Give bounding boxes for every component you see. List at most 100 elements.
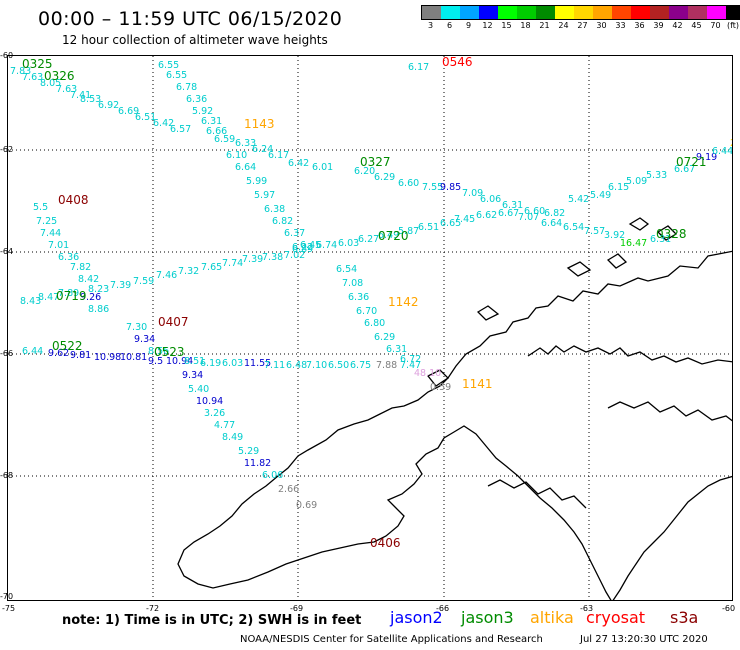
wave-height-value: 5.42 <box>568 194 589 205</box>
graticule <box>8 56 732 600</box>
wave-height-value: 6.69 <box>118 106 139 117</box>
colorbar-tick-label: 9 <box>465 21 472 30</box>
colorbar-tick-label: 27 <box>577 21 588 30</box>
wave-height-value: 6.33 <box>235 138 256 149</box>
pass-time-label: 0326 <box>44 69 75 83</box>
wave-height-value: 6.60 <box>398 178 419 189</box>
wave-height-value: 6.17 <box>408 62 429 73</box>
wave-height-value: 6.42 <box>153 118 174 129</box>
lat-label: -66 <box>0 349 14 358</box>
wave-height-value: 7.25 <box>36 216 57 227</box>
wave-height-value: 10.94 <box>166 356 193 367</box>
pass-time-label: 0523 <box>154 345 185 359</box>
colorbar-tick-label: 6 <box>446 21 453 30</box>
colorbar-swatch <box>631 6 650 19</box>
generation-timestamp: Jul 27 13:20:30 UTC 2020 <box>580 634 708 645</box>
wave-height-value: 7.44 <box>40 228 61 239</box>
legend-cryosat: cryosat <box>586 608 646 627</box>
wave-height-value: 6.92 <box>98 100 119 111</box>
pass-time-label: 1141 <box>462 377 493 391</box>
wave-height-value: 6.55 <box>158 60 179 71</box>
wave-height-value: 7.46 <box>156 270 177 281</box>
wave-height-value: 6.31 <box>650 234 671 245</box>
wave-height-value: 6.10 <box>226 150 247 161</box>
colorbar-swatch <box>555 6 574 19</box>
wave-height-value: 6.74 <box>316 240 337 251</box>
wave-height-value: 6.03 <box>338 238 359 249</box>
map-subtitle: 12 hour collection of altimeter wave hei… <box>62 33 328 47</box>
wave-height-value: 6.19 <box>200 358 221 369</box>
wave-height-value: 7.38 <box>262 252 283 263</box>
wave-height-value: 6.45 <box>300 240 321 251</box>
map-title: 00:00 – 11:59 UTC 06/15/2020 <box>38 8 343 30</box>
wave-height-value: 6.36 <box>348 292 369 303</box>
wave-height-value: 7.39 <box>110 280 131 291</box>
wave-height-value: 7.30 <box>126 322 147 333</box>
colorbar-tick-label: 12 <box>482 21 493 30</box>
lon-label: -63 <box>580 604 594 613</box>
wave-height-layer: 7.837.638.057.637.418.536.926.696.516.42… <box>10 60 733 511</box>
pass-time-label: 0719 <box>56 289 87 303</box>
wave-height-value: 7.11 <box>264 360 285 371</box>
wave-height-value: 11.82 <box>244 458 271 469</box>
colorbar-tick-label: 36 <box>634 21 645 30</box>
pass-time-label: 0720 <box>378 229 409 243</box>
colorbar-tick-label: 18 <box>520 21 531 30</box>
wave-height-value: 6.22 <box>292 242 313 253</box>
pass-time-label: 1142 <box>388 295 419 309</box>
wave-height-value: 6.82 <box>544 208 565 219</box>
legend-jason2: jason2 <box>390 608 443 627</box>
wave-height-value: 6.67 <box>498 208 519 219</box>
wave-height-value: 5.40 <box>188 384 209 395</box>
legend-s3a: s3a <box>670 608 699 627</box>
wave-height-value: 9.81 <box>70 350 91 361</box>
wave-height-value: 7.88 <box>376 360 397 371</box>
wave-height-value: 5.5 <box>33 202 48 213</box>
footer-note: note: 1) Time is in UTC; 2) SWH is in fe… <box>62 613 362 628</box>
wave-height-value: 48.10 <box>414 368 441 379</box>
wave-height-value: 9.34 <box>134 334 155 345</box>
wave-height-value: 7.39 <box>242 254 263 265</box>
wave-height-value: 6.51 <box>135 112 156 123</box>
wave-height-value: 10.98 <box>94 352 121 363</box>
wave-height-value: 6.89 <box>292 244 313 255</box>
lat-label: -68 <box>0 471 14 480</box>
lat-label: -60 <box>0 51 14 60</box>
wave-height-value: 7.65 <box>201 262 222 273</box>
legend-jason3: jason3 <box>461 608 514 627</box>
pass-time-label: 0721 <box>676 155 707 169</box>
lat-label: -64 <box>0 247 14 256</box>
wave-height-value: 6.44 <box>712 146 733 157</box>
wave-height-value: 9.26 <box>80 292 101 303</box>
colorbar-swatch <box>517 6 536 19</box>
wave-height-value: 6.42 <box>288 158 309 169</box>
wave-height-value: 6.75 <box>350 360 371 371</box>
wave-height-value: 6.37 <box>284 228 305 239</box>
wave-height-value: 16.47 <box>620 238 647 249</box>
colorbar <box>421 5 740 20</box>
wave-height-value: 6.60 <box>524 206 545 217</box>
wave-height-value: 8.49 <box>222 432 243 443</box>
wave-height-value: 6.62 <box>476 210 497 221</box>
wave-height-value: 6.44 <box>22 346 43 357</box>
map-canvas: 7.837.638.057.637.418.536.926.696.516.42… <box>8 56 733 600</box>
wave-height-value: 8.43 <box>20 296 41 307</box>
lon-label: -60 <box>722 604 736 613</box>
wave-height-value: 6.24 <box>252 144 273 155</box>
pass-time-label: 0327 <box>360 155 391 169</box>
colorbar-tick-label: 45 <box>691 21 702 30</box>
colorbar-tick-label: 42 <box>672 21 683 30</box>
wave-height-value: 6.38 <box>264 204 285 215</box>
wave-height-value: 8.51 <box>184 356 205 367</box>
colorbar-swatch <box>650 6 669 19</box>
colorbar-unit: (ft) <box>727 21 740 30</box>
wave-height-value: 0.69 <box>296 500 317 511</box>
wave-height-value: 9.19 <box>696 152 717 163</box>
wave-height-value: 25.71 <box>730 138 733 149</box>
wave-height-value: 6.64 <box>541 218 562 229</box>
wave-height-value: 6.27 <box>358 234 379 245</box>
colorbar-swatch <box>669 6 688 19</box>
colorbar-tick-label: 24 <box>558 21 569 30</box>
wave-height-value: 7.45 <box>454 214 475 225</box>
wave-height-value: 6.48 <box>286 360 307 371</box>
